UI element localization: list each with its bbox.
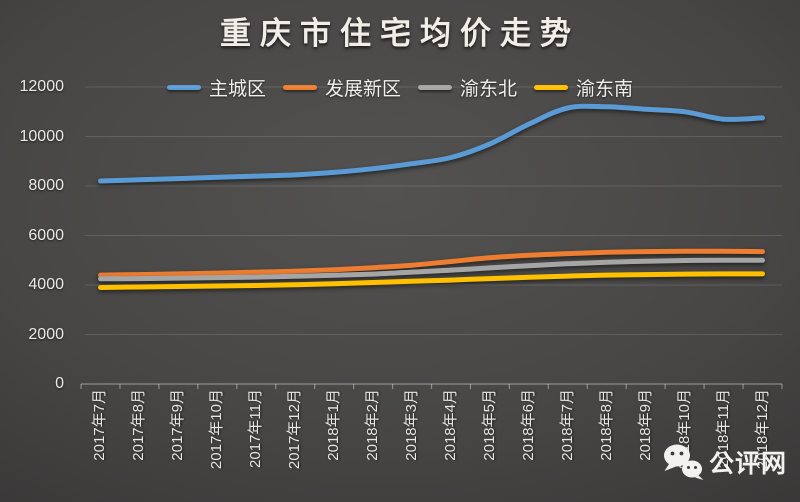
legend-swatch [166, 84, 201, 90]
legend-label: 发展新区 [324, 78, 401, 100]
watermark: 公评网 [662, 442, 787, 482]
legend-swatch [418, 84, 452, 90]
watermark-label: 公评网 [709, 450, 788, 478]
x-axis-label: 2018年7月 [558, 389, 576, 461]
x-axis-label: 2018年9月 [636, 389, 654, 461]
series-line-2 [98, 257, 765, 282]
x-axis-label: 2017年11月 [247, 389, 265, 468]
y-axis-label: 10000 [19, 127, 65, 145]
legend-item-2: 渝东北 [418, 74, 517, 101]
x-axis-label: 2017年9月 [169, 389, 187, 461]
legend-label: 主城区 [208, 78, 266, 100]
series-line-1 [98, 248, 765, 278]
x-axis-label: 2017年12月 [286, 389, 304, 470]
y-axis-label: 12000 [19, 78, 65, 95]
series-line-0 [98, 103, 765, 184]
legend-item-3: 渝东南 [534, 74, 633, 101]
series-line-3 [98, 271, 765, 290]
legend: 主城区 发展新区 渝东北 渝东南 [0, 74, 800, 100]
x-axis-label: 2018年8月 [597, 389, 615, 461]
legend-label: 渝东北 [460, 78, 518, 100]
y-axis-label: 4000 [28, 276, 64, 293]
x-axis-label: 2017年10月 [208, 389, 226, 470]
x-axis-label: 2018年3月 [403, 389, 421, 461]
x-axis-label: 2018年1月 [325, 389, 343, 461]
y-axis-label: 6000 [28, 226, 64, 244]
x-axis-label: 2018年4月 [441, 389, 459, 461]
legend-swatch [282, 84, 317, 90]
legend-label: 渝东南 [576, 78, 634, 100]
chart-title: 重庆市住宅均价走势 [220, 16, 580, 51]
legend-swatch [534, 84, 569, 90]
y-axis-label: 8000 [28, 177, 64, 194]
x-axis-label: 2018年5月 [480, 389, 498, 461]
x-axis-label: 2018年6月 [519, 389, 537, 461]
x-axis-label: 2018年2月 [364, 389, 382, 461]
x-axis-label: 2017年7月 [91, 389, 109, 461]
legend-item-1: 发展新区 [282, 74, 401, 101]
wechat-icon [664, 444, 704, 480]
y-axis-label: 2000 [28, 325, 64, 343]
legend-item-0: 主城区 [166, 74, 266, 101]
x-axis-label: 2017年8月 [130, 389, 148, 461]
y-axis-label: 0 [55, 375, 64, 392]
